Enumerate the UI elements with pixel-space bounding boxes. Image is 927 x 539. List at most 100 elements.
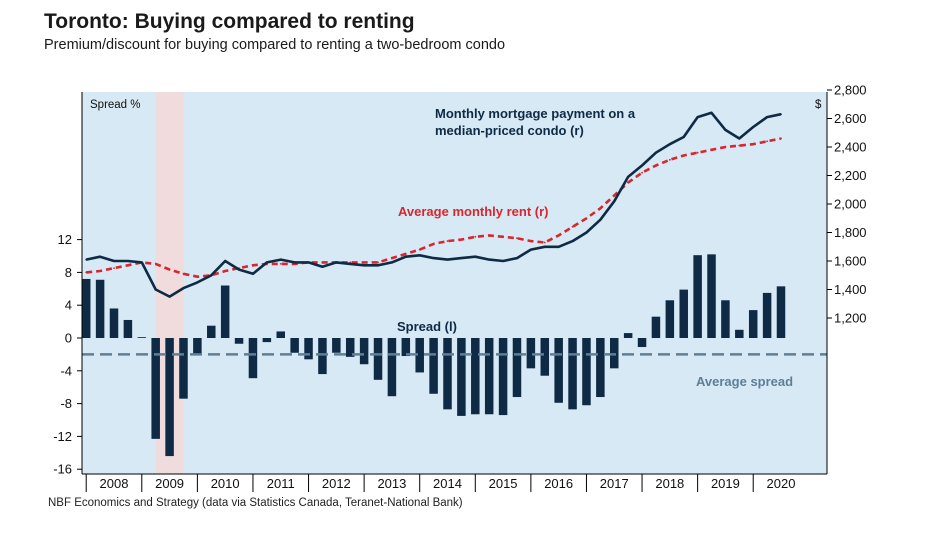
rent-line-point [682,154,685,157]
rent-line-point [363,261,366,264]
mortgage-line-point [696,116,699,118]
spread-bar [151,338,160,439]
rent-line-point [655,164,657,167]
right-tick-label: 2,200 [834,168,867,183]
left-tick-label: -16 [53,462,72,477]
mortgage-line-point [279,258,282,261]
mortgage-line-point [377,264,379,267]
mortgage-line-point [613,200,616,203]
spread-bar [401,338,411,357]
x-tick-label: 2020 [767,476,796,491]
rent-line-point [599,207,602,210]
mortgage-line-point [446,258,449,261]
spread-bar [109,308,119,338]
rent-line-point [543,241,546,244]
rent-line-point [196,275,199,278]
rent-line-point [529,240,532,242]
mortgage-line-point [557,245,560,248]
left-tick-label: 8 [65,265,72,280]
rent-series-label: Average monthly rent (r) [398,204,549,219]
rent-line-point [752,143,755,146]
mortgage-line-point [265,261,268,264]
mortgage-line-point [724,129,727,131]
right-tick-label: 1,800 [834,225,867,240]
spread-bar [387,338,397,397]
axes: -16 -12 -8 -4 0 4 8 12 1,200 1,400 1,600 1,800 2,000… [53,83,867,492]
x-tick-label: 2018 [655,476,684,491]
spread-bar [359,338,369,365]
spread-bar [179,338,188,399]
spread-bar [95,279,105,338]
spread-bar [429,338,438,394]
spread-bar [651,316,661,338]
spread-bar [540,338,550,376]
rent-line-point [766,140,769,143]
mortgage-line-point [738,137,741,140]
left-tick-label: -12 [53,429,72,444]
rent-line-point [446,240,449,242]
x-tick-label: 2019 [711,476,740,491]
spread-bar [498,338,508,416]
mortgage-series-label: Monthly mortgage payment on a [435,106,636,121]
spread-bar [290,338,299,353]
left-tick-label: 0 [65,331,72,346]
left-tick-label: -8 [60,396,72,411]
rent-line-point [99,270,102,272]
source-note: NBF Economics and Strategy (data via Sta… [48,497,463,509]
spread-bar [582,338,591,406]
mortgage-line-point [502,260,504,262]
spread-bar [318,338,327,375]
spread-bar [207,325,216,338]
right-tick-label: 2,400 [834,140,867,155]
spread-bar [415,338,424,373]
mortgage-line-point [140,261,143,264]
rent-line-point [460,238,463,241]
spread-bar [693,255,702,338]
rent-line-point [154,262,157,265]
left-axis-label: Spread % [90,99,141,111]
right-axis-label: $ [815,99,822,111]
spread-bar [276,331,285,338]
rent-line-point [780,137,782,140]
mortgage-line-point [154,288,157,291]
series-lines [82,111,827,356]
spread-bar [457,338,466,416]
right-tick-label: 1,600 [834,254,867,269]
right-tick-label: 2,600 [834,111,867,126]
left-tick-label: 12 [58,232,72,247]
rent-line-point [696,151,699,154]
mortgage-line-point [710,111,713,114]
mortgage-line-point [543,245,546,248]
spread-bar [137,337,147,338]
mortgage-line-point [335,261,338,264]
mortgage-line-point [571,240,574,242]
mortgage-line-point [780,113,782,116]
spread-bar [373,338,383,380]
spread-bar [568,338,577,410]
mortgage-line-point [168,295,171,298]
mortgage-line-point [113,260,115,262]
x-tick-label: 2016 [544,476,573,491]
annotations: Spread % $ Monthly mortgage payment on a me… [90,99,822,389]
mortgage-line-point [432,257,435,260]
mortgage-line-point [210,274,213,277]
mortgage-line-point [418,254,421,257]
x-tick-label: 2015 [489,476,518,491]
rent-line-point [377,261,379,264]
rent-line-point [418,248,421,251]
x-tick-label: 2008 [100,476,129,491]
rent-line-point [404,252,407,255]
spread-bar [262,338,272,343]
spread-bar [220,285,230,338]
spread-bar [484,338,494,415]
rent-line-point [391,257,393,260]
spread-bar [637,338,647,348]
average-spread-label: Average spread [696,374,793,389]
rent-line-point [182,272,185,275]
mortgage-line-point [85,258,88,261]
rent-line-point [724,146,727,148]
rent-line-point [85,271,88,274]
rent-line-point [613,194,616,197]
rent-line-point [168,268,171,271]
